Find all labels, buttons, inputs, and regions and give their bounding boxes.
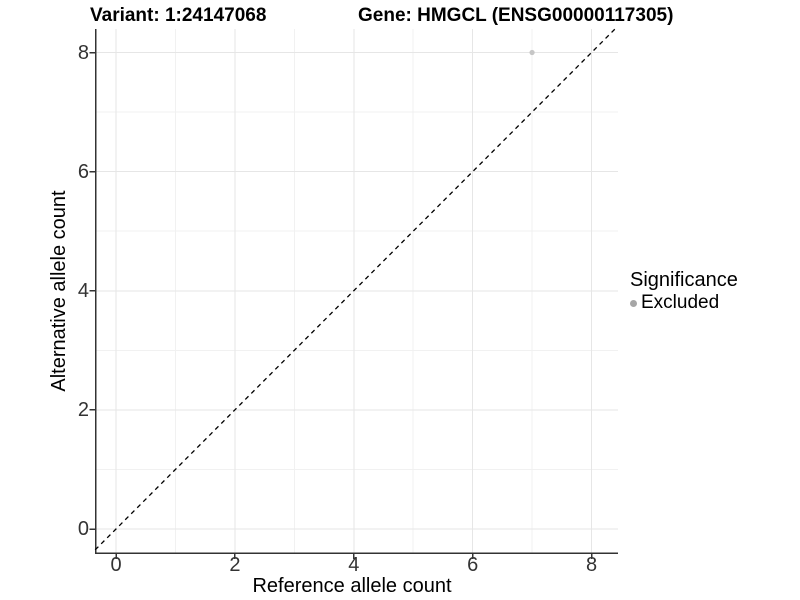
x-tick-label: 4 — [348, 554, 360, 576]
y-tick-label: 6 — [77, 160, 89, 183]
legend-item-excluded: Excluded — [630, 292, 798, 314]
y-tick-label: 8 — [77, 41, 89, 64]
x-tick-label: 6 — [467, 554, 479, 576]
plot-title-variant: Variant: 1:24147068 — [90, 5, 267, 26]
legend-point-icon — [630, 299, 637, 307]
legend-item-label: Excluded — [641, 292, 720, 313]
y-axis-title: Alternative allele count — [48, 190, 70, 392]
x-axis-title: Reference allele count — [252, 575, 452, 597]
plot-title-gene: Gene: HMGCL (ENSG00000117305) — [358, 5, 674, 26]
x-tick-label: 8 — [585, 554, 598, 576]
x-tick-label: 2 — [229, 554, 241, 576]
data-point — [529, 49, 535, 56]
y-tick-label: 2 — [77, 398, 89, 421]
identity-line — [94, 28, 616, 551]
y-tick-label: 4 — [77, 279, 89, 302]
y-tick-label: 0 — [77, 518, 89, 540]
legend-title: Significance — [630, 269, 738, 291]
legend: Significance Excluded — [630, 268, 798, 314]
x-tick-label: 0 — [110, 554, 122, 576]
